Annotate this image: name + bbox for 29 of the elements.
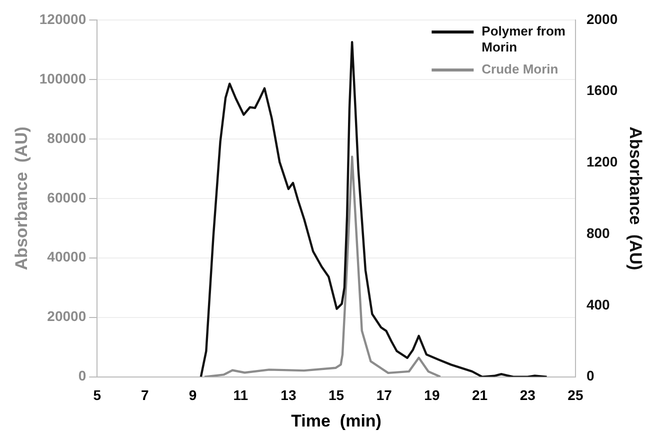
x-tick-label: 11 bbox=[233, 387, 248, 404]
x-tick-label: 17 bbox=[376, 387, 392, 404]
x-tick-label: 9 bbox=[188, 387, 197, 404]
x-axis-title: Time (min) bbox=[291, 411, 382, 430]
x-tick-label: 21 bbox=[472, 387, 488, 404]
x-tick-label: 13 bbox=[280, 387, 296, 404]
legend-label: Polymer from Morin bbox=[482, 24, 566, 55]
y-axis-title: Absorbance (AU) bbox=[12, 126, 31, 270]
y2-tick-label: 0 bbox=[586, 368, 594, 384]
y-tick-label: 20000 bbox=[47, 308, 86, 324]
x-tick-label: 15 bbox=[328, 387, 344, 404]
legend-label: Crude Morin bbox=[482, 62, 558, 77]
x-tick-label: 5 bbox=[93, 387, 102, 404]
y2-tick-label: 1200 bbox=[586, 154, 618, 170]
y-tick-label: 60000 bbox=[47, 189, 86, 206]
x-tick-label: 19 bbox=[424, 387, 440, 404]
y-tick-label: 40000 bbox=[47, 248, 86, 265]
y2-tick-label: 800 bbox=[586, 224, 610, 241]
y-tick-label: 100000 bbox=[39, 70, 86, 86]
x-tick-label: 7 bbox=[141, 387, 150, 404]
y2-tick-label: 2000 bbox=[586, 10, 618, 27]
y-tick-label: 120000 bbox=[39, 10, 86, 27]
y2-tick-label: 1600 bbox=[586, 82, 618, 98]
x-tick-label: 25 bbox=[568, 387, 584, 404]
y-tick-label: 0 bbox=[78, 368, 86, 384]
y2-axis-title: Absorbance (AU) bbox=[626, 126, 646, 270]
x-tick-label: 23 bbox=[520, 387, 536, 404]
y2-tick-label: 400 bbox=[586, 296, 610, 312]
y-tick-label: 80000 bbox=[47, 130, 86, 146]
